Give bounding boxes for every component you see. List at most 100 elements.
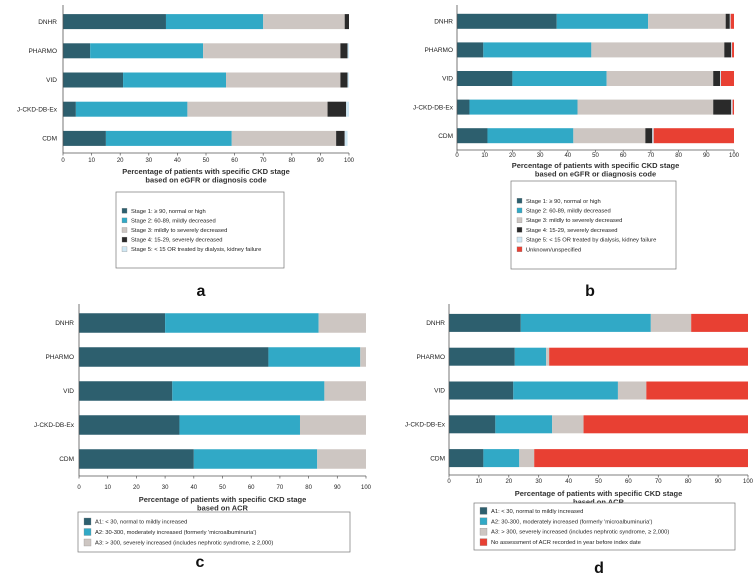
bar-segment [347,72,349,88]
bar-segment [268,347,361,367]
legend-label: A2: 30-300, moderately increased (former… [95,530,256,536]
x-tick-label: 80 [675,153,682,159]
category-label: J-CKD-DB-Ex [413,104,454,111]
x-axis-title: Percentage of patients with specific CKD… [122,167,290,176]
x-tick-label: 60 [231,158,238,164]
bar-segment [79,313,166,333]
legend-swatch [479,528,488,536]
bar-segment [495,415,553,434]
x-tick-label: 70 [277,485,284,491]
x-tick-label: 60 [248,485,255,491]
bar-segment [645,128,653,144]
x-tick-label: 40 [174,158,181,164]
x-tick-label: 20 [509,153,516,159]
bar-segment [457,42,484,58]
legend-swatch [479,507,488,515]
bar-segment [512,71,607,86]
bar-segment [193,449,318,469]
bar-segment [360,347,366,367]
bar-segment [591,42,725,58]
bar-segment [340,72,348,88]
category-label: CDM [430,455,445,462]
bar-segment [487,128,574,144]
x-tick-label: 50 [592,153,599,159]
bar-segment [519,449,535,468]
x-tick-label: 10 [88,158,95,164]
bar-segment [123,72,227,88]
bar-segment [720,71,734,86]
bar-segment [317,449,366,469]
bar-segment [650,313,692,332]
legend-label: A1: < 30, normal to mildly increased [95,520,187,526]
legend-swatch [516,207,523,214]
category-label: VID [434,388,445,395]
bar-segment [79,449,194,469]
legend-label: Stage 1: ≥ 90, normal or high [526,199,601,205]
x-tick-label: 30 [535,479,542,485]
x-tick-label: 0 [61,158,65,164]
legend-label: A1: < 30, normal to mildly increased [491,509,583,515]
bar-segment [552,415,584,434]
x-tick-label: 70 [655,479,662,485]
x-tick-label: 40 [565,479,572,485]
x-tick-label: 80 [288,158,295,164]
legend-box [115,191,285,269]
bar-segment [172,381,325,401]
x-tick-label: 80 [685,479,692,485]
legend-label: Stage 2: 60-89, mildly decreased [526,208,611,214]
bar-segment [732,99,734,115]
legend-label: Stage 5: < 15 OR treated by dialysis, ki… [526,238,656,244]
bar-segment [63,14,166,30]
bar-segment [534,449,748,468]
bar-segment [469,99,578,115]
x-tick-label: 0 [455,153,459,159]
bar-segment [729,13,731,29]
bar-segment [449,449,484,468]
x-axis-title: Percentage of patients with specific CKD… [512,161,680,170]
bar-segment [105,130,232,146]
bar-segment [165,14,264,30]
legend-swatch [479,517,488,525]
chart-panel-b: DNHR PHARMO VID J-CKD-DB-Ex CDM 0 10 20 30 40 50 60… [413,5,740,300]
legend-swatch [121,227,128,233]
panel-letter: b [585,283,595,300]
bar-segment [724,42,732,58]
bar-segment [346,101,349,117]
legend-swatch [516,236,523,243]
x-tick-label: 30 [145,158,152,164]
x-axis-title: Percentage of patients with specific CKD… [515,489,683,498]
bar-segment [449,347,515,366]
chart-panel-c: DNHR PHARMO VID J-CKD-DB-Ex CDM 0 10 20 30 40 50 60… [34,304,372,571]
bar-segment [63,43,91,59]
bar-segment [318,313,366,333]
bar-segment [79,415,180,435]
x-tick-label: 0 [447,479,451,485]
bar-segment [646,381,748,400]
legend-swatch [516,227,523,233]
bar-segment [344,14,349,30]
x-tick-label: 50 [203,158,210,164]
bar-segment [457,71,513,86]
category-label: PHARMO [416,354,445,361]
legend-label: A2: 30-300, moderately increased (former… [491,519,652,525]
x-axis-title: based on eGFR or diagnosis code [145,176,266,185]
bar-segment [483,449,520,468]
bar-segment [573,128,646,144]
x-tick-label: 90 [317,158,324,164]
bar-segment [720,71,721,86]
x-tick-label: 10 [104,485,111,491]
category-label: DNHR [434,19,453,26]
bar-segment [263,14,345,30]
bar-segment [203,43,341,59]
x-tick-label: 70 [648,153,655,159]
x-tick-label: 10 [476,479,483,485]
legend-swatch [121,217,128,224]
bar-segment [577,99,714,115]
x-tick-label: 60 [625,479,632,485]
x-tick-label: 40 [190,485,197,491]
legend-label: No assessment of ACR recorded in year be… [491,540,641,546]
bar-segment [63,72,124,88]
legend-swatch [121,246,128,252]
legend-box [473,502,736,551]
